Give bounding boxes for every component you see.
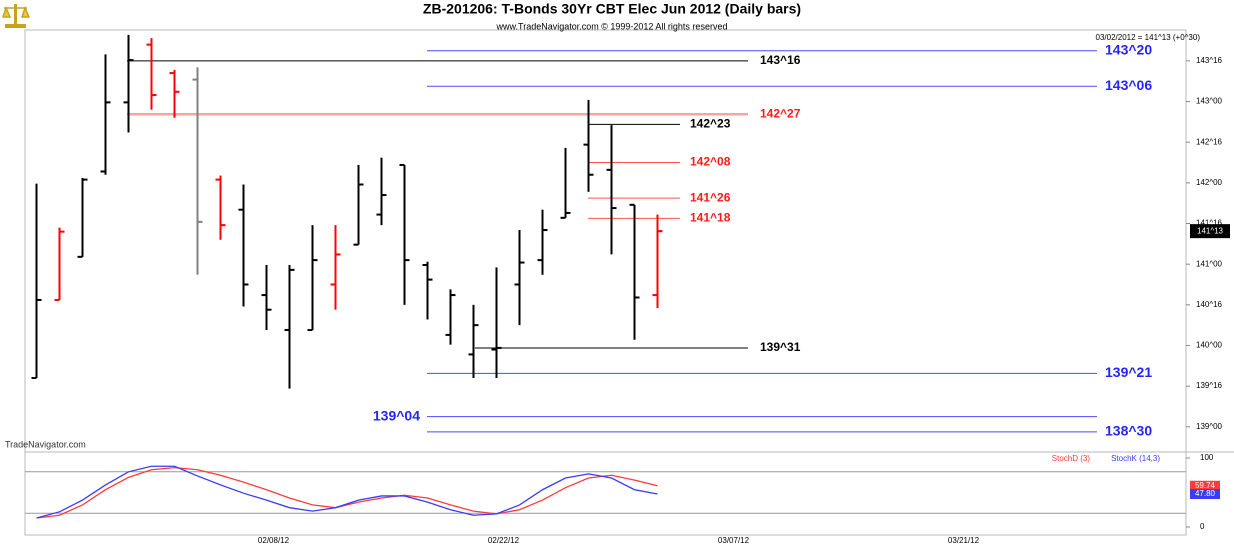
x-tick-label: 03/07/12 xyxy=(718,536,750,545)
level-label: 141^18 xyxy=(690,211,731,225)
y-tick-label: 100 xyxy=(1200,453,1214,462)
value-label: 47.80 xyxy=(1195,489,1216,498)
indicator-line xyxy=(36,467,658,519)
y-tick-label: 143^00 xyxy=(1196,97,1223,106)
level-label: 143^20 xyxy=(1105,41,1152,57)
level-label: 138^30 xyxy=(1105,423,1152,439)
y-tick-label: 140^16 xyxy=(1196,300,1223,309)
logo xyxy=(1,4,31,28)
level-label: 143^16 xyxy=(760,53,801,67)
level-label: 141^26 xyxy=(690,190,731,204)
x-tick-label: 02/08/12 xyxy=(258,536,290,545)
y-tick-label: 143^16 xyxy=(1196,56,1223,65)
level-label: 139^21 xyxy=(1105,364,1152,380)
watermark: TradeNavigator.com xyxy=(5,439,86,449)
level-label: 142^27 xyxy=(760,106,801,120)
y-tick-label: 141^16 xyxy=(1196,219,1223,228)
level-label: 142^08 xyxy=(690,155,731,169)
price-header: 03/02/2012 = 141^13 (+0^30) xyxy=(1096,33,1201,42)
level-label: 143^06 xyxy=(1105,77,1152,93)
y-tick-label: 142^00 xyxy=(1196,178,1223,187)
logo-scale xyxy=(1,5,31,18)
last-price-box xyxy=(1190,224,1230,239)
legend-entry: StochK (14,3) xyxy=(1111,454,1160,463)
value-label: 59.74 xyxy=(1195,481,1216,490)
level-label: 139^04 xyxy=(373,407,420,423)
value-box xyxy=(1190,480,1220,491)
level-label: 139^31 xyxy=(760,340,801,354)
y-tick-label: 140^00 xyxy=(1196,341,1223,350)
x-tick-label: 02/22/12 xyxy=(488,536,520,545)
value-box xyxy=(1190,489,1220,500)
last-price-label: 141^13 xyxy=(1197,226,1224,235)
y-tick-label: 142^16 xyxy=(1196,137,1223,146)
chart-subtitle: www.TradeNavigator.com © 1999-2012 All r… xyxy=(496,21,728,31)
logo-base xyxy=(5,24,26,28)
y-tick-label: 139^16 xyxy=(1196,381,1223,390)
y-tick-label: 141^00 xyxy=(1196,259,1223,268)
y-tick-label: 139^00 xyxy=(1196,422,1223,431)
y-tick-label: 0 xyxy=(1200,522,1205,531)
level-label: 142^23 xyxy=(690,117,731,131)
indicator-line xyxy=(36,465,658,519)
logo-post xyxy=(14,4,17,26)
chart-title: ZB-201206: T-Bonds 30Yr CBT Elec Jun 201… xyxy=(423,1,801,17)
legend-entry: StochD (3) xyxy=(1052,454,1091,463)
x-tick-label: 03/21/12 xyxy=(948,536,980,545)
